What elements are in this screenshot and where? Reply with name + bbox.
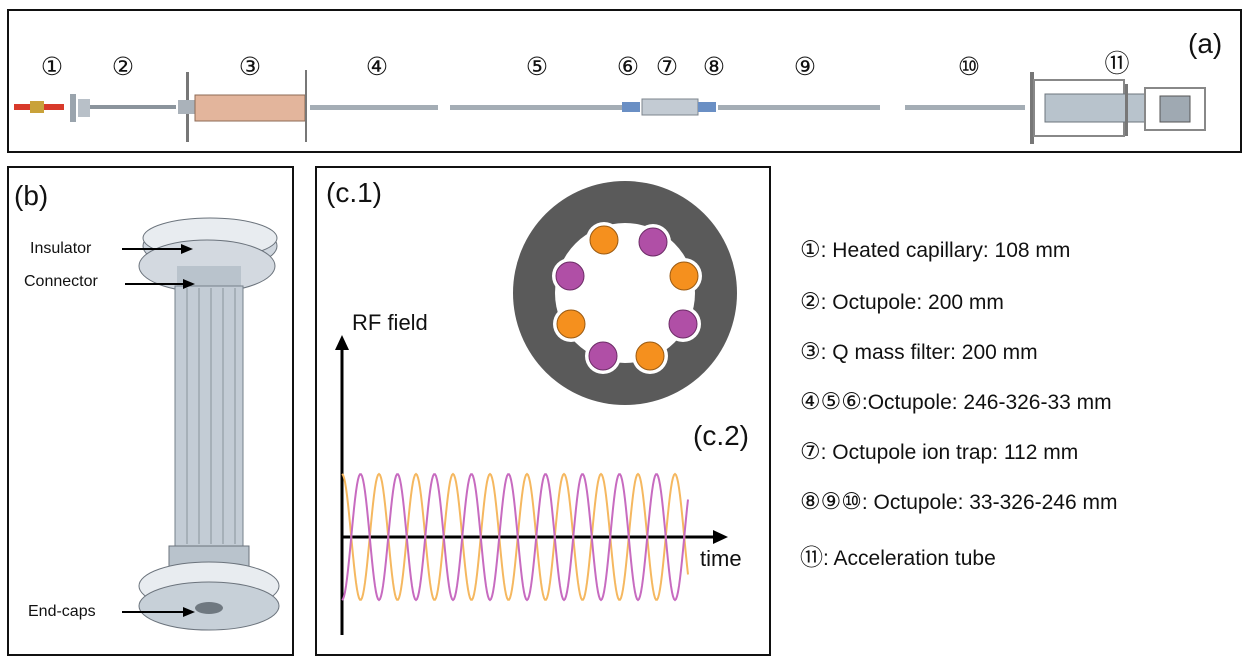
- legend-key: ③: [800, 338, 821, 364]
- legend-text: :Octupole: 246-326-33 mm: [861, 391, 1112, 414]
- legend-text: : Q mass filter: 200 mm: [820, 341, 1038, 364]
- legend-key: ④⑤⑥: [800, 388, 862, 414]
- panel-a-label: (a): [1188, 28, 1223, 59]
- marker-11: ⑪: [1104, 50, 1130, 78]
- legend-key: ②: [800, 288, 821, 314]
- annotation-connector: Connector: [24, 273, 98, 290]
- marker-2: ②: [111, 53, 135, 81]
- rf-field-axis-label: RF field: [352, 310, 428, 335]
- octupole-render: [122, 217, 280, 631]
- legend-text: : Octupole ion trap: 112 mm: [820, 441, 1079, 464]
- legend-row-4: ④⑤⑥:Octupole: 246-326-33 mm: [800, 388, 1112, 415]
- legend-text: : Acceleration tube: [823, 547, 996, 570]
- marker-5: ⑤: [525, 53, 549, 81]
- legend-text: : Octupole: 200 mm: [820, 291, 1004, 314]
- marker-1: ①: [40, 53, 64, 81]
- marker-4: ④: [365, 53, 389, 81]
- annotation-insulator: Insulator: [30, 240, 92, 257]
- panel-c2-label: (c.2): [693, 420, 749, 451]
- legend-key: ①: [800, 236, 821, 262]
- annotation-endcaps: End-caps: [28, 603, 96, 620]
- legend-key: ⑪: [800, 544, 823, 570]
- marker-8: ⑧: [702, 53, 726, 81]
- legend-key: ⑦: [800, 438, 821, 464]
- orange-rf-wave: [341, 472, 689, 601]
- legend-row-6: ⑧⑨⑩: Octupole: 33-326-246 mm: [800, 488, 1118, 515]
- legend-row-1: ①: Heated capillary: 108 mm: [800, 236, 1070, 263]
- legend-row-3: ③: Q mass filter: 200 mm: [800, 338, 1038, 365]
- marker-3: ③: [238, 53, 262, 81]
- marker-6: ⑥: [616, 53, 640, 81]
- legend-key: ⑧⑨⑩: [800, 488, 862, 514]
- rf-waveform-plot: [335, 335, 728, 635]
- purple-rf-wave: [341, 473, 689, 602]
- marker-9: ⑨: [793, 53, 817, 81]
- legend-text: : Heated capillary: 108 mm: [820, 239, 1071, 262]
- legend-text: : Octupole: 33-326-246 mm: [861, 491, 1118, 514]
- marker-10: ⑩: [957, 53, 981, 81]
- panel-c1-label: (c.1): [326, 177, 382, 208]
- panel-b-label: (b): [14, 180, 49, 211]
- time-axis-label: time: [700, 546, 742, 571]
- marker-7: ⑦: [655, 53, 679, 81]
- legend-row-7: ⑪: Acceleration tube: [800, 538, 996, 572]
- legend-row-2: ②: Octupole: 200 mm: [800, 288, 1004, 315]
- octupole-cross-section: [513, 181, 737, 405]
- legend-row-5: ⑦: Octupole ion trap: 112 mm: [800, 438, 1078, 465]
- instrument-drawing: [14, 70, 1206, 144]
